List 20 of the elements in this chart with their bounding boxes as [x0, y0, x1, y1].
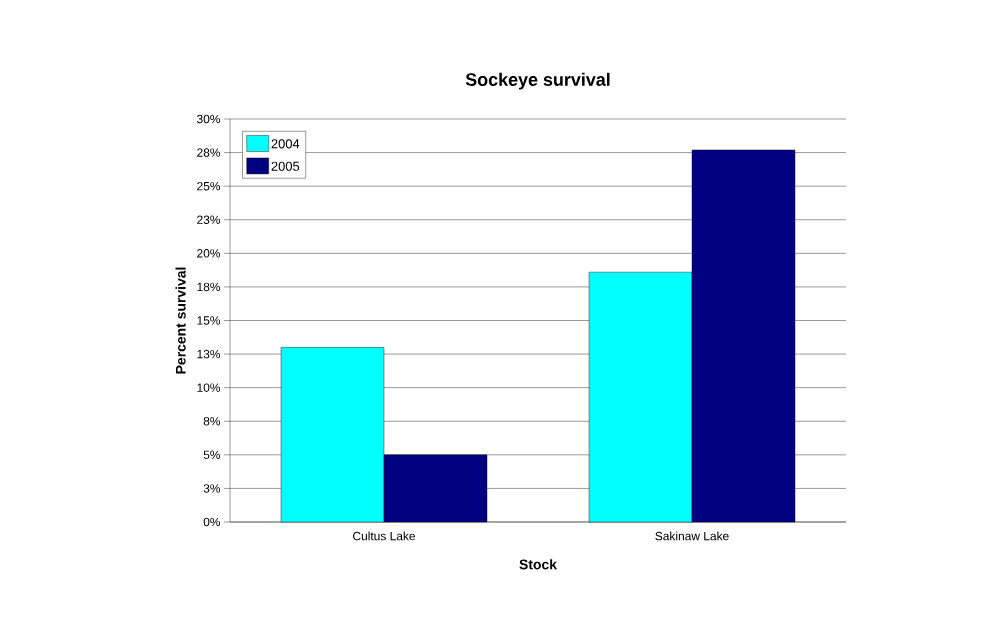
y-tick-label: 28%: [197, 148, 221, 157]
y-tick-label: 0%: [203, 517, 221, 527]
y-tick-label: 25%: [197, 181, 221, 191]
legend-label: 2005: [271, 161, 300, 171]
y-tick-label: 5%: [203, 450, 221, 460]
chart-title: Sockeye survival: [465, 72, 610, 90]
x-tick-label: Cultus Lake: [353, 531, 416, 541]
y-tick-label: 13%: [197, 349, 221, 359]
x-axis-title: Stock: [519, 559, 558, 570]
y-tick-label: 15%: [197, 316, 221, 325]
legend-label: 2004: [271, 139, 300, 149]
y-tick-label: 3%: [203, 484, 221, 493]
y-tick-label: 30%: [197, 114, 221, 124]
x-tick-label: Sakinaw Lake: [655, 531, 729, 541]
y-tick-label: 8%: [203, 417, 221, 426]
y-tick-label: 20%: [197, 249, 221, 258]
y-axis-title: Percent survival: [175, 267, 186, 374]
y-tick-label: 10%: [197, 383, 221, 392]
y-tick-label: 18%: [197, 282, 221, 292]
y-tick-label: 23%: [197, 215, 221, 224]
